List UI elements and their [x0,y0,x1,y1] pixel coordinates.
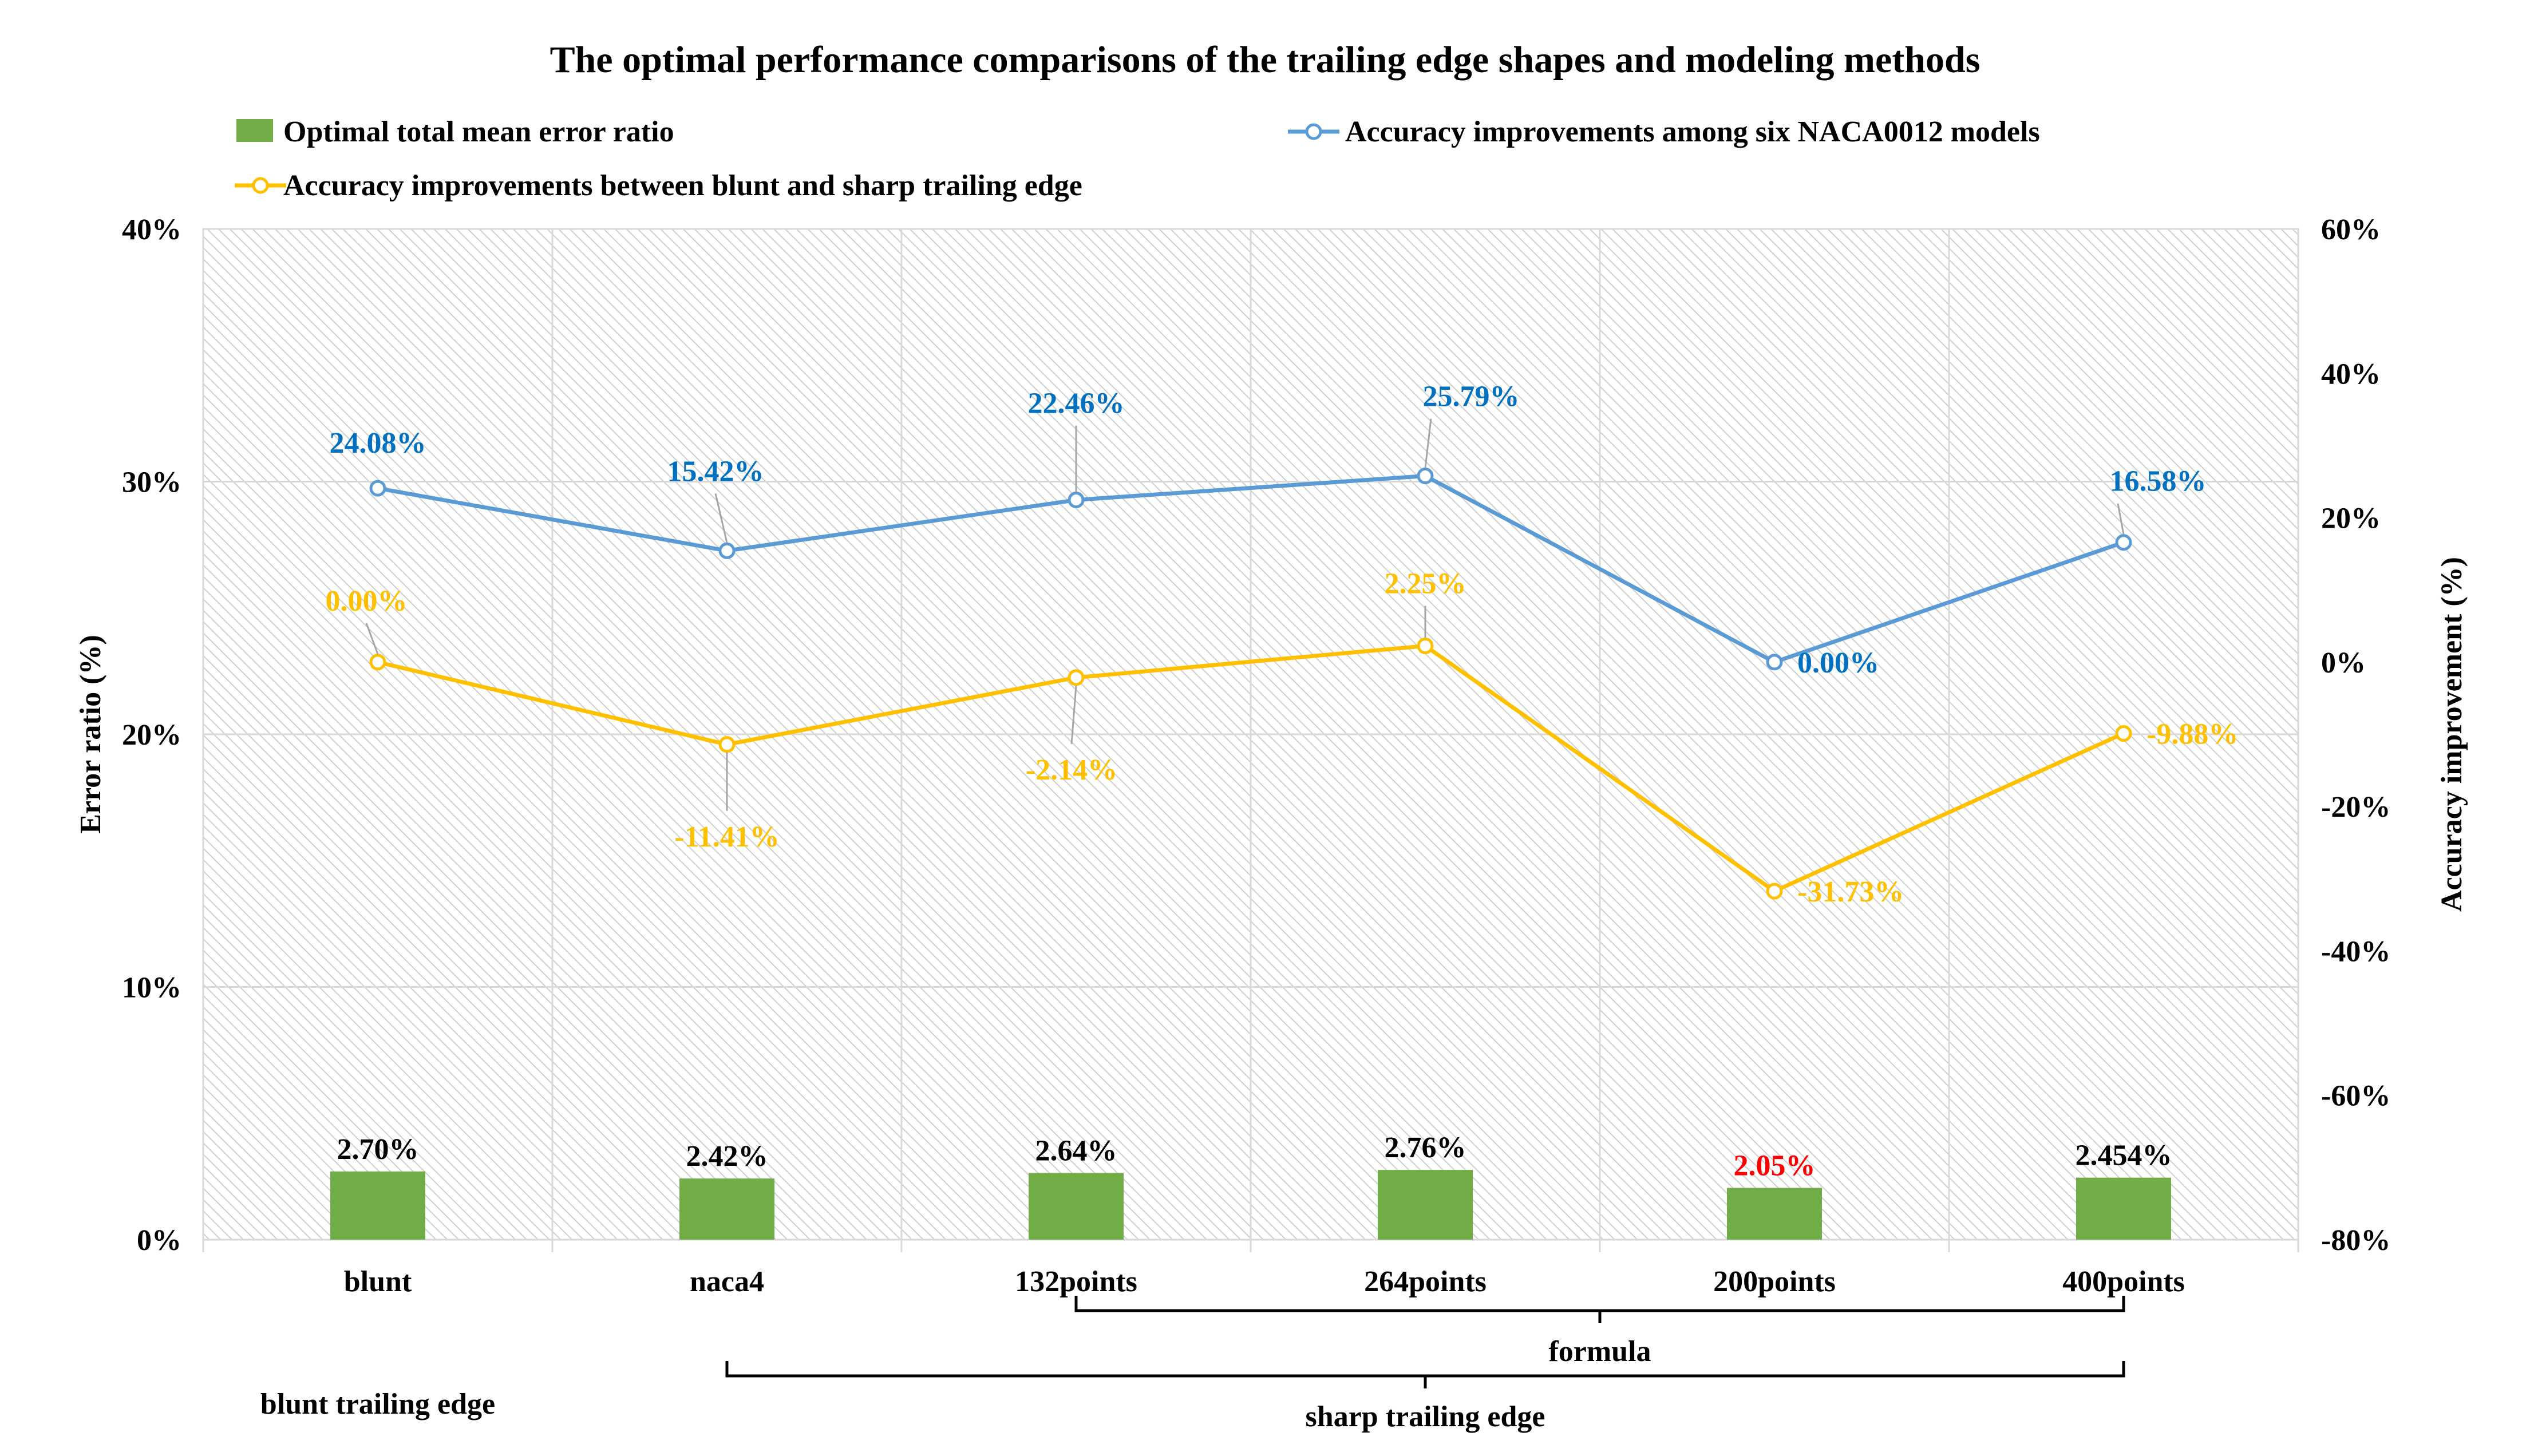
bar [1029,1173,1124,1240]
line-marker-blue [1068,492,1085,509]
legend-swatch-bar [236,119,273,142]
bar-data-label: 2.454% [2076,1140,2172,1172]
line-marker-blue [718,542,736,559]
group-label: sharp trailing edge [1306,1400,1545,1433]
line-data-label-orange: -2.14% [1026,754,1117,786]
legend-label-orange: Accuracy improvements between blunt and … [283,169,1082,202]
line-marker-orange [1766,883,1783,900]
category-label: 200points [1713,1265,1836,1298]
right-tick-label: 60% [2321,213,2381,246]
left-tick-label: 10% [122,972,181,1004]
line-data-label-orange: -11.41% [674,821,779,853]
category-label: 400points [2062,1265,2185,1298]
right-tick-label: 0% [2321,647,2366,679]
left-axis-label: Error ratio (%) [74,635,107,834]
line-marker-orange [2115,725,2132,742]
line-series [369,468,2132,900]
right-tick-label: 20% [2321,503,2381,535]
line-data-label-orange: -9.88% [2146,718,2238,750]
line-marker-orange [369,654,386,671]
bar [1378,1170,1473,1240]
left-tick-label: 40% [122,213,181,246]
left-axis-ticks: 0% 10% 20% 30% 40% [122,213,181,1257]
legend-entry-orange-line: Accuracy improvements between blunt and … [235,169,1082,202]
legend-entry-bar: Optimal total mean error ratio [236,116,674,148]
line-orange [377,643,2125,893]
chart-title: The optimal performance comparisons of t… [550,39,1980,81]
line-marker-orange [718,736,736,753]
group-label: formula [1548,1335,1651,1368]
line-data-label-blue: 16.58% [2110,465,2207,498]
bar-series [330,1170,2171,1240]
line-data-label-blue: 0.00% [1797,647,1879,679]
line-marker-orange [1068,669,1085,686]
legend-marker-orange [252,177,269,194]
bar-data-label: 2.64% [1035,1134,1117,1167]
legend-label-blue: Accuracy improvements among six NACA0012… [1345,116,2040,148]
right-tick-label: -20% [2321,791,2390,824]
bar [1727,1188,1822,1240]
legend: Optimal total mean error ratio Accuracy … [235,116,2040,202]
bar-data-label: 2.05% [1734,1149,1816,1182]
leader-line [1424,418,1432,468]
line-marker-orange [1417,637,1434,654]
leader-line [365,623,379,655]
bar [2076,1177,2171,1240]
data-labels: 2.70% 2.42% 2.64% 2.76% 2.05% 2.454% 24.08% 15.… [326,381,2239,1182]
category-label: 264points [1364,1265,1487,1298]
legend-label-bar: Optimal total mean error ratio [283,116,674,148]
category-labels: blunt naca4 132points 264points 200points 400… [344,1265,2185,1298]
line-data-label-orange: 0.00% [326,585,408,618]
left-tick-label: 30% [122,466,181,499]
right-tick-label: -60% [2321,1080,2390,1113]
leader-line [714,493,728,543]
leader-line [2117,503,2125,535]
right-tick-label: -40% [2321,935,2390,968]
left-tick-label: 0% [137,1224,181,1257]
group-label: blunt trailing edge [260,1388,495,1421]
line-marker-blue [2115,534,2132,551]
right-tick-label: -80% [2321,1224,2390,1257]
line-marker-blue [1766,654,1783,671]
bar-data-label: 2.42% [686,1140,768,1173]
category-label: blunt [344,1265,412,1298]
line-data-label-blue: 15.42% [667,455,764,488]
line-data-label-blue: 24.08% [330,427,426,460]
category-label: 132points [1015,1265,1137,1298]
line-blue [377,474,2125,664]
leader-line [1070,685,1077,744]
line-data-label-blue: 25.79% [1423,381,1520,413]
line-marker-blue [1417,468,1434,485]
gridlines [202,228,2299,1252]
bar-data-label: 2.76% [1385,1131,1466,1164]
bar [679,1178,774,1240]
group-bracket [1074,1296,2125,1312]
bar-data-label: 2.70% [337,1133,419,1166]
line-data-label-blue: 22.46% [1028,387,1125,420]
left-tick-label: 20% [122,719,181,751]
legend-entry-blue-line: Accuracy improvements among six NACA0012… [1288,116,2040,148]
line-marker-blue [369,480,386,497]
right-tick-label: 40% [2321,358,2381,390]
group-bracket [725,1361,2125,1378]
right-axis-ticks: -80% -60% -40% -20% 0% 20% 40% 60% [2321,213,2390,1257]
category-label: naca4 [690,1265,764,1298]
line-data-label-orange: 2.25% [1385,567,1466,600]
legend-marker-blue [1305,123,1322,140]
right-axis-label: Accuracy improvement (%) [2436,557,2468,912]
line-data-label-orange: -31.73% [1797,876,1904,908]
bar [330,1171,425,1240]
